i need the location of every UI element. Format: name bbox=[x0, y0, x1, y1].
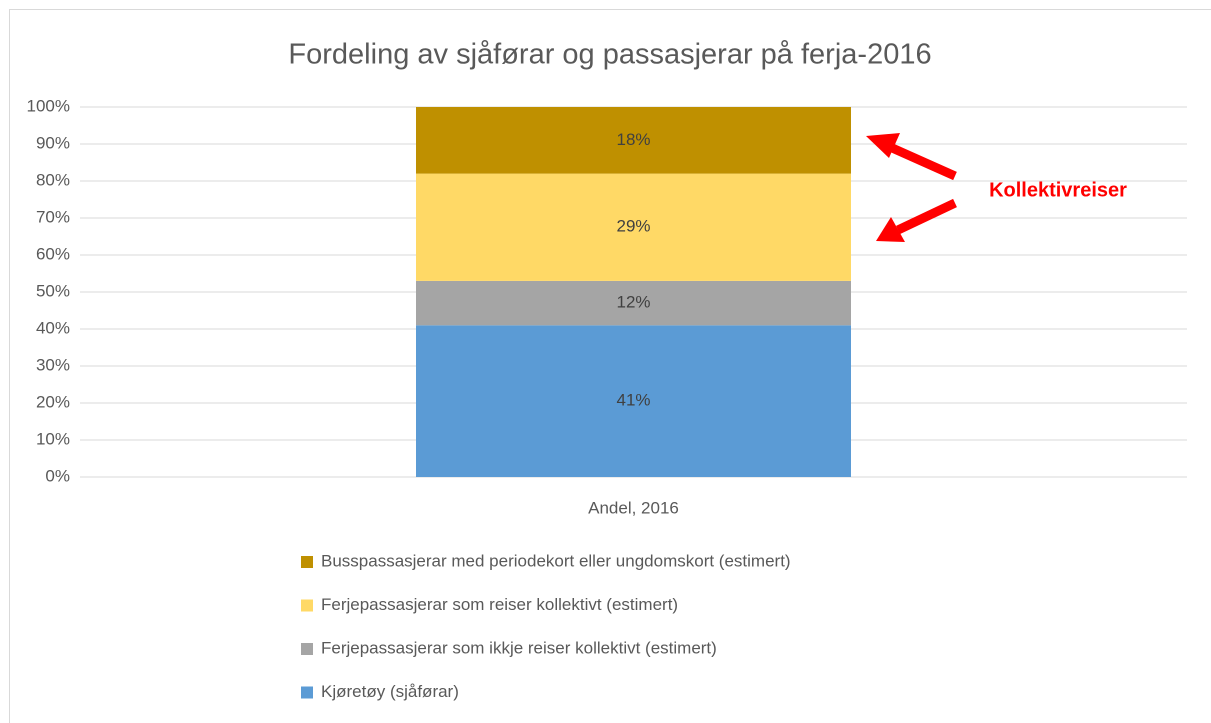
legend-label: Ferjepassasjerar som reiser kollektivt (… bbox=[321, 595, 678, 614]
y-tick-label: 80% bbox=[36, 170, 70, 189]
legend-swatch bbox=[301, 556, 313, 568]
data-label: 41% bbox=[616, 391, 650, 410]
bar-segment bbox=[416, 173, 851, 281]
annotation: Kollektivreiser bbox=[989, 179, 1127, 201]
legend-swatch bbox=[301, 686, 313, 699]
y-tick-label: 30% bbox=[36, 355, 70, 374]
legend-swatch bbox=[301, 599, 313, 612]
y-tick-label: 70% bbox=[36, 207, 70, 226]
bar-segment bbox=[416, 325, 851, 477]
plot-area: 0% 10% 20% 30% 40% 50% 60% 70% 80% 90% 100% Andel, … bbox=[27, 96, 1187, 701]
arrowhead bbox=[866, 133, 900, 158]
arrow bbox=[896, 198, 957, 235]
legend-label: Ferjepassasjerar som ikkje reiser kollek… bbox=[321, 638, 717, 657]
y-tick-label: 10% bbox=[36, 429, 70, 448]
data-label: 12% bbox=[616, 293, 650, 312]
annotation-arrows bbox=[866, 133, 957, 242]
data-label: 29% bbox=[616, 217, 650, 236]
chart-title: Fordeling av sjåførar og passasjerar på … bbox=[288, 39, 931, 71]
y-tick-label: 50% bbox=[36, 281, 70, 300]
arrowhead bbox=[876, 217, 905, 242]
y-tick-label: 90% bbox=[36, 133, 70, 152]
legend-swatch bbox=[301, 643, 313, 655]
y-tick-label: 100% bbox=[27, 96, 70, 115]
y-tick-label: 0% bbox=[45, 466, 70, 485]
y-tick-label: 60% bbox=[36, 244, 70, 263]
x-tick-label: Andel, 2016 bbox=[588, 498, 679, 517]
arrow bbox=[888, 142, 957, 181]
y-tick-label: 20% bbox=[36, 392, 70, 411]
data-label: 18% bbox=[616, 130, 650, 149]
bar-segment bbox=[416, 280, 851, 326]
legend-label: Busspassasjerar med periodekort eller un… bbox=[321, 551, 791, 570]
bar-segment bbox=[416, 107, 851, 174]
legend-label: Kjøretøy (sjåførar) bbox=[321, 682, 459, 701]
y-tick-label: 40% bbox=[36, 318, 70, 337]
